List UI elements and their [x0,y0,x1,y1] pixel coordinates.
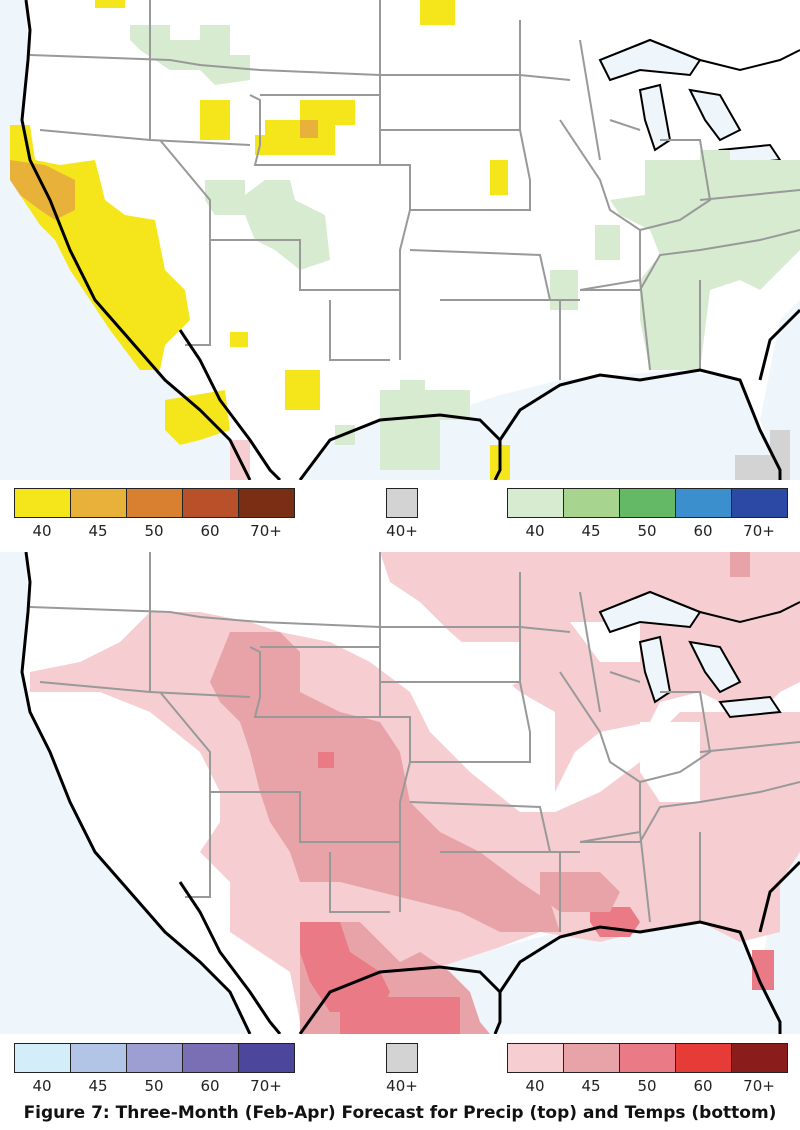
temp-below-swatch-5 [238,1043,295,1073]
temp-above-swatch-5 [731,1043,788,1073]
precip-above-swatch-2 [563,488,620,518]
precip-below-swatch-3 [126,488,183,518]
precip-below-swatch-4 [182,488,239,518]
temp-above-swatch-1 [507,1043,564,1073]
temp-above-label: 45 [581,1077,601,1095]
state-borders [29,552,800,932]
precip-below-label: 40 [32,522,52,540]
precip-above-swatch-3 [619,488,676,518]
figure-caption: Figure 7: Three-Month (Feb-Apr) Forecast… [23,1103,777,1123]
precip-map [0,0,800,480]
temp-above-label: 40 [525,1077,545,1095]
great-lakes [598,590,782,719]
below-normal-precip-areas [10,0,510,480]
precip-below-swatch-5 [238,488,295,518]
precip-above-swatch-4 [675,488,732,518]
precip-below-swatch-2 [70,488,127,518]
precip-above-label: 60 [693,522,713,540]
temp-below-scale [14,1043,295,1073]
temp-below-swatch-2 [70,1043,127,1073]
temp-normal-scale [386,1043,418,1073]
above-normal-precip-areas [130,25,800,470]
precip-normal-swatch [386,488,418,518]
temp-normal-label: 40+ [386,1077,418,1095]
temp-below-label: 45 [88,1077,108,1095]
temp-below-label: 40 [32,1077,52,1095]
temp-above-label: 50 [637,1077,657,1095]
coastline [20,0,800,480]
coastline [20,552,800,1034]
pacific-ocean [0,0,250,480]
pacific-ocean [0,552,250,1034]
precip-below-label: 45 [88,522,108,540]
above-normal-temp-areas [30,552,800,1034]
precip-above-label: 40 [525,522,545,540]
temp-below-swatch-4 [182,1043,239,1073]
no-signal-areas [30,592,700,832]
temp-above-swatch-2 [563,1043,620,1073]
temp-map [0,552,800,1034]
precip-normal-label: 40+ [386,522,418,540]
precip-above-label: 45 [581,522,601,540]
precip-below-label: 60 [200,522,220,540]
precip-above-scale [507,488,788,518]
precip-below-swatch-1 [14,488,71,518]
precip-above-swatch-1 [507,488,564,518]
precip-below-scale [14,488,295,518]
temp-above-scale [507,1043,788,1073]
temp-above-swatch-3 [619,1043,676,1073]
state-borders [29,0,800,380]
temp-normal-swatch [386,1043,418,1073]
near-normal-area [735,430,790,480]
temp-below-label: 70+ [250,1077,282,1095]
precip-above-label: 70+ [743,522,775,540]
temp-below-swatch-3 [126,1043,183,1073]
temp-above-label: 70+ [743,1077,775,1095]
precip-above-swatch-5 [731,488,788,518]
temp-below-swatch-1 [14,1043,71,1073]
precip-below-label: 70+ [250,522,282,540]
great-lakes [598,38,782,167]
temp-below-label: 50 [144,1077,164,1095]
temp-above-label: 60 [693,1077,713,1095]
precip-below-label: 50 [144,522,164,540]
precip-normal-scale [386,488,418,518]
temp-legend: 40 45 50 60 70+ 40+ 40 45 50 60 70+ [0,1043,800,1099]
temp-above-swatch-4 [675,1043,732,1073]
temp-below-label: 60 [200,1077,220,1095]
precip-legend: 40 45 50 60 70+ 40+ 40 45 50 60 70+ [0,488,800,544]
precip-above-label: 50 [637,522,657,540]
